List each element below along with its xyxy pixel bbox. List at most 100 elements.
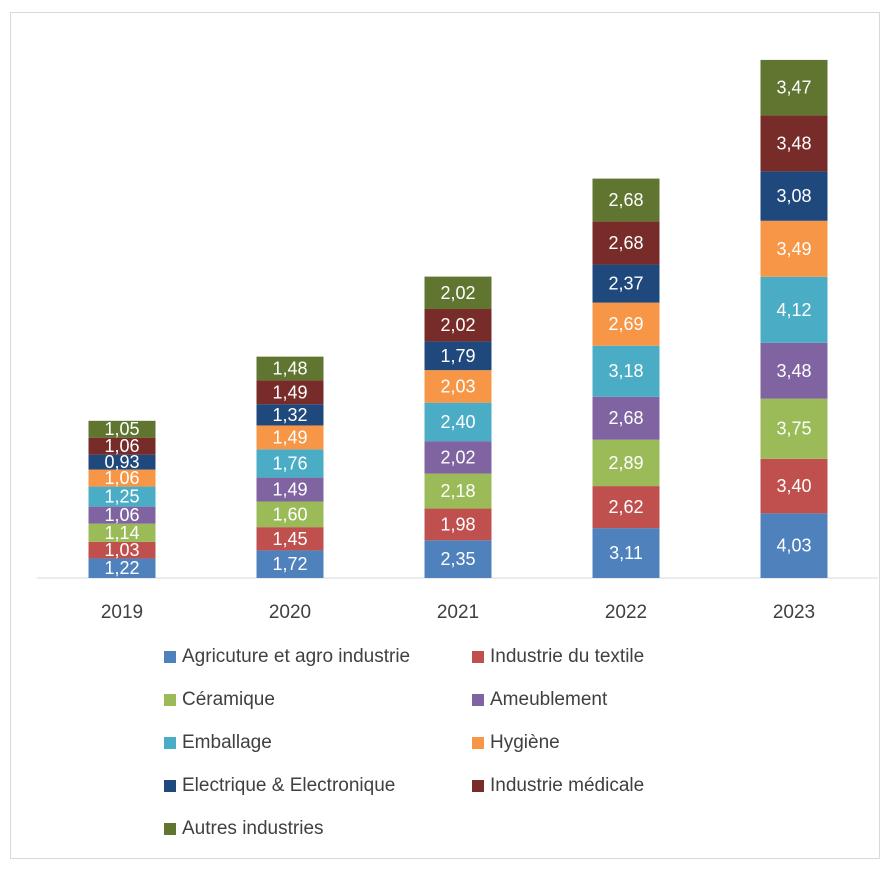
bar-segment[interactable] (88, 420, 156, 438)
bar-segment[interactable] (88, 506, 156, 524)
bar-segment[interactable] (760, 458, 828, 514)
bar-segment[interactable] (760, 342, 828, 399)
bar-segment[interactable] (88, 469, 156, 487)
bar-segment[interactable] (424, 276, 492, 310)
bar-segment[interactable] (424, 441, 492, 474)
legend-item: Autres industries (164, 818, 324, 840)
bar-segment[interactable] (256, 527, 324, 551)
bar-segment[interactable] (592, 302, 660, 346)
bar-segment[interactable] (424, 540, 492, 578)
bar-segment[interactable] (88, 486, 156, 507)
bar-segment[interactable] (592, 221, 660, 265)
bar-data-label: 1,49 (272, 427, 307, 447)
bar-segment[interactable] (592, 396, 660, 440)
bar-data-label: 2,18 (440, 481, 475, 501)
bar-segment[interactable] (592, 345, 660, 397)
legend-item: Agricuture et agro industrie (164, 646, 410, 668)
bar-segment[interactable] (256, 550, 324, 578)
bar-data-label: 3,08 (776, 186, 811, 206)
bar-segment[interactable] (592, 178, 660, 222)
bar-data-label: 2,02 (440, 447, 475, 467)
bar-data-label: 1,45 (272, 529, 307, 549)
legend-swatch (472, 780, 484, 792)
bar-data-label: 2,37 (608, 274, 643, 294)
bar-segment[interactable] (592, 439, 660, 487)
legend-label: Electrique & Electronique (182, 775, 396, 796)
bar-data-label: 3,40 (776, 476, 811, 496)
legend-swatch (164, 737, 176, 749)
bar-segment[interactable] (424, 341, 492, 371)
legend-swatch (164, 780, 176, 792)
bar-data-label: 1,98 (440, 514, 475, 534)
bar-segment[interactable] (88, 558, 156, 578)
x-tick-label: 2020 (269, 602, 311, 623)
bar-data-label: 0,93 (104, 452, 139, 472)
bar-data-label: 2,02 (440, 315, 475, 335)
legend-item: Emballage (164, 732, 272, 754)
bar-segment[interactable] (760, 171, 828, 221)
bar-data-label: 3,47 (776, 78, 811, 98)
bar-segment[interactable] (256, 477, 324, 502)
bar-segment[interactable] (760, 276, 828, 343)
bar-data-label: 2,68 (608, 190, 643, 210)
bar-data-label: 1,48 (272, 359, 307, 379)
legend-swatch (472, 737, 484, 749)
bar-data-label: 1,72 (272, 554, 307, 574)
bar-segment[interactable] (256, 449, 324, 478)
legend-item: Ameublement (472, 689, 607, 711)
bar-segment[interactable] (592, 486, 660, 529)
bar-segment[interactable] (592, 264, 660, 303)
legend-item: Industrie médicale (472, 775, 644, 797)
bar-segment[interactable] (256, 356, 324, 381)
legend-swatch (472, 694, 484, 706)
bar-segment[interactable] (760, 115, 828, 172)
bar-data-label: 2,89 (608, 453, 643, 473)
bar-data-label: 1,06 (104, 468, 139, 488)
bar-data-label: 2,69 (608, 314, 643, 334)
bar-segment[interactable] (88, 523, 156, 542)
bar-segment[interactable] (424, 309, 492, 342)
bar-segment[interactable] (424, 402, 492, 442)
bar-data-label: 3,48 (776, 133, 811, 153)
bar-data-label: 2,35 (440, 549, 475, 569)
legend-label: Emballage (182, 732, 272, 753)
bar-segment[interactable] (256, 404, 324, 426)
legend-label: Industrie du textile (490, 646, 645, 667)
bar-segment[interactable] (760, 513, 828, 578)
bar-data-label: 2,68 (608, 233, 643, 253)
bar-data-label: 1,49 (272, 480, 307, 500)
x-tick-label: 2023 (773, 602, 815, 623)
bar-data-label: 1,32 (272, 405, 307, 425)
bar-segment[interactable] (424, 370, 492, 403)
bar-data-label: 1,22 (104, 558, 139, 578)
legend-swatch (164, 694, 176, 706)
bar-segment[interactable] (256, 425, 324, 450)
bar-data-label: 4,03 (776, 536, 811, 556)
bar-data-label: 1,79 (440, 346, 475, 366)
bar-segment[interactable] (592, 528, 660, 578)
legend-item: Hygiène (472, 732, 560, 754)
bar-data-label: 2,62 (608, 497, 643, 517)
legend-label: Ameublement (490, 689, 608, 710)
bar-segment[interactable] (256, 380, 324, 405)
legend-item: Industrie du textile (472, 646, 644, 668)
bar-segment[interactable] (256, 501, 324, 528)
legend-label: Hygiène (490, 732, 560, 753)
x-tick-label: 2019 (101, 602, 143, 623)
x-tick-label: 2021 (437, 602, 479, 623)
bar-segment[interactable] (424, 473, 492, 509)
bar-segment[interactable] (760, 220, 828, 277)
bar-segment[interactable] (760, 59, 828, 116)
bar-segment[interactable] (760, 398, 828, 459)
legend-item: Electrique & Electronique (164, 775, 395, 797)
bar-data-label: 3,49 (776, 239, 811, 259)
bar-segment[interactable] (88, 437, 156, 455)
legend-label: Agricuture et agro industrie (182, 646, 411, 667)
bar-data-label: 3,11 (609, 543, 643, 563)
bar-segment[interactable] (88, 454, 156, 470)
bar-segment[interactable] (424, 508, 492, 541)
bar-segment[interactable] (88, 541, 156, 559)
bar-data-label: 1,25 (104, 487, 139, 507)
bar-data-label: 1,06 (104, 505, 139, 525)
legend-swatch (472, 651, 484, 663)
